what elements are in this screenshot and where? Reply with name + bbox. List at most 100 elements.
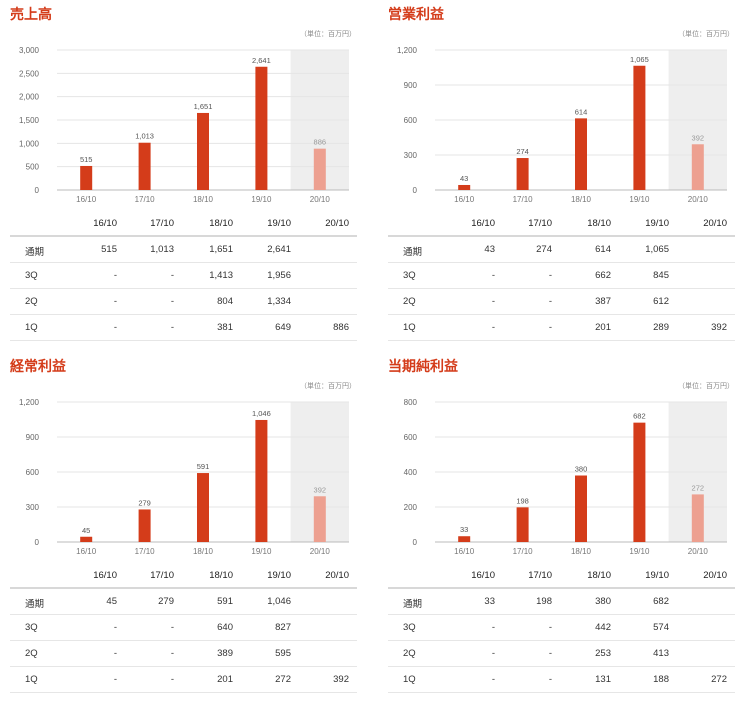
row-label: 3Q: [403, 622, 416, 633]
bar-value-label: 515: [80, 155, 93, 164]
table-row: 2Q - - 387 612: [388, 289, 735, 315]
row-label: 2Q: [403, 296, 416, 307]
table-cell: -: [170, 674, 174, 685]
bar: [138, 142, 151, 190]
panel-1: 売上高 （単位：百万円） 0 500 1,000 1,500 2,000 2,500 3,000…: [10, 4, 365, 349]
x-tick-label: 16/10: [76, 547, 97, 556]
bar: [80, 536, 93, 542]
bar-value-label: 1,046: [252, 409, 271, 418]
table-cell: -: [170, 322, 174, 333]
bar-value-label: 380: [575, 465, 588, 474]
row-label: 2Q: [25, 296, 38, 307]
bar: [138, 509, 151, 542]
table-row: 3Q - - 1,413 1,956: [10, 263, 357, 289]
bar: [516, 158, 529, 190]
bar: [80, 165, 93, 190]
x-tick-label: 20/10: [310, 195, 331, 204]
bar-value-label: 591: [197, 462, 210, 471]
y-tick-label: 600: [404, 116, 418, 125]
column-header: 19/10: [267, 218, 291, 229]
bar: [313, 148, 326, 190]
column-header: 17/10: [150, 218, 174, 229]
x-tick-label: 19/10: [629, 547, 650, 556]
bar-value-label: 682: [633, 412, 646, 421]
table-header-row: 16/10 17/10 18/10 19/10 20/10: [10, 563, 357, 589]
y-tick-label: 900: [404, 81, 418, 90]
table-cell: 591: [217, 596, 233, 607]
table-cell: 1,413: [209, 270, 233, 281]
bar: [197, 112, 209, 190]
bar-value-label: 274: [516, 147, 529, 156]
column-header: 16/10: [471, 570, 495, 581]
table-cell: 1,013: [150, 244, 174, 255]
unit-label: （単位：百万円）: [678, 383, 734, 390]
table-cell: 640: [217, 622, 233, 633]
column-header: 16/10: [93, 218, 117, 229]
bar-value-label: 1,065: [630, 55, 649, 64]
bar: [458, 536, 471, 542]
row-label: 通期: [25, 247, 45, 258]
table-cell: -: [548, 270, 552, 281]
y-tick-label: 1,200: [19, 398, 40, 407]
row-label: 3Q: [25, 270, 38, 281]
table-cell: -: [548, 296, 552, 307]
bar: [255, 66, 268, 190]
bar: [313, 496, 326, 542]
table-cell: 827: [275, 622, 291, 633]
table-cell: 43: [484, 244, 495, 255]
table-cell: 272: [275, 674, 291, 685]
x-tick-label: 16/10: [454, 547, 475, 556]
y-tick-label: 1,500: [19, 116, 40, 125]
panel-title: 当期純利益: [388, 358, 458, 374]
bar-value-label: 1,651: [194, 102, 213, 111]
bar: [575, 475, 587, 542]
table-cell: -: [113, 622, 117, 633]
panel-4: 当期純利益 （単位：百万円） 0 200 400 600 800 33 16/10 198 17/1…: [388, 356, 740, 701]
unit-label: （単位：百万円）: [300, 383, 356, 390]
x-tick-label: 18/10: [571, 195, 592, 204]
x-tick-label: 20/10: [310, 547, 331, 556]
y-tick-label: 1,000: [19, 139, 40, 148]
table-cell: -: [113, 322, 117, 333]
table-cell: -: [170, 622, 174, 633]
table-row: 通期 33 198 380 682: [388, 589, 735, 615]
panel-3: 経常利益 （単位：百万円） 0 300 600 900 1,200 45 16/10 279 17/…: [10, 356, 365, 701]
table-cell: 1,956: [267, 270, 291, 281]
row-label: 1Q: [25, 674, 38, 685]
table-cell: 612: [653, 296, 669, 307]
row-label: 通期: [25, 599, 45, 610]
table-row: 1Q - - 131 188 272: [388, 667, 735, 693]
table-row: 3Q - - 640 827: [10, 615, 357, 641]
table-row: 2Q - - 253 413: [388, 641, 735, 667]
bar-value-label: 198: [516, 496, 529, 505]
bar-value-label: 33: [460, 525, 468, 534]
table-cell: 1,065: [645, 244, 669, 255]
table-cell: -: [548, 622, 552, 633]
data-table: 16/10 17/10 18/10 19/10 20/10 通期 45 279 591 1,046…: [10, 563, 357, 693]
bar-value-label: 886: [314, 138, 327, 147]
x-tick-label: 17/10: [513, 195, 534, 204]
column-header: 20/10: [325, 570, 349, 581]
data-table: 16/10 17/10 18/10 19/10 20/10 通期 43 274 614 1,065…: [388, 211, 735, 341]
y-tick-label: 200: [404, 503, 418, 512]
y-tick-label: 300: [26, 503, 40, 512]
y-tick-label: 300: [404, 151, 418, 160]
table-cell: -: [113, 648, 117, 659]
x-tick-label: 17/10: [135, 547, 156, 556]
table-row: 通期 515 1,013 1,651 2,641: [10, 237, 357, 263]
row-label: 1Q: [25, 322, 38, 333]
table-row: 2Q - - 389 595: [10, 641, 357, 667]
table-row: 1Q - - 201 289 392: [388, 315, 735, 341]
column-header: 20/10: [703, 570, 727, 581]
unit-label: （単位：百万円）: [300, 31, 356, 38]
row-label: 1Q: [403, 322, 416, 333]
row-label: 3Q: [25, 622, 38, 633]
table-cell: -: [548, 674, 552, 685]
table-row: 1Q - - 381 649 886: [10, 315, 357, 341]
table-cell: 413: [653, 648, 669, 659]
y-tick-label: 2,000: [19, 93, 40, 102]
table-cell: 279: [158, 596, 174, 607]
table-cell: 392: [711, 322, 727, 333]
table-cell: 289: [653, 322, 669, 333]
row-label: 2Q: [25, 648, 38, 659]
